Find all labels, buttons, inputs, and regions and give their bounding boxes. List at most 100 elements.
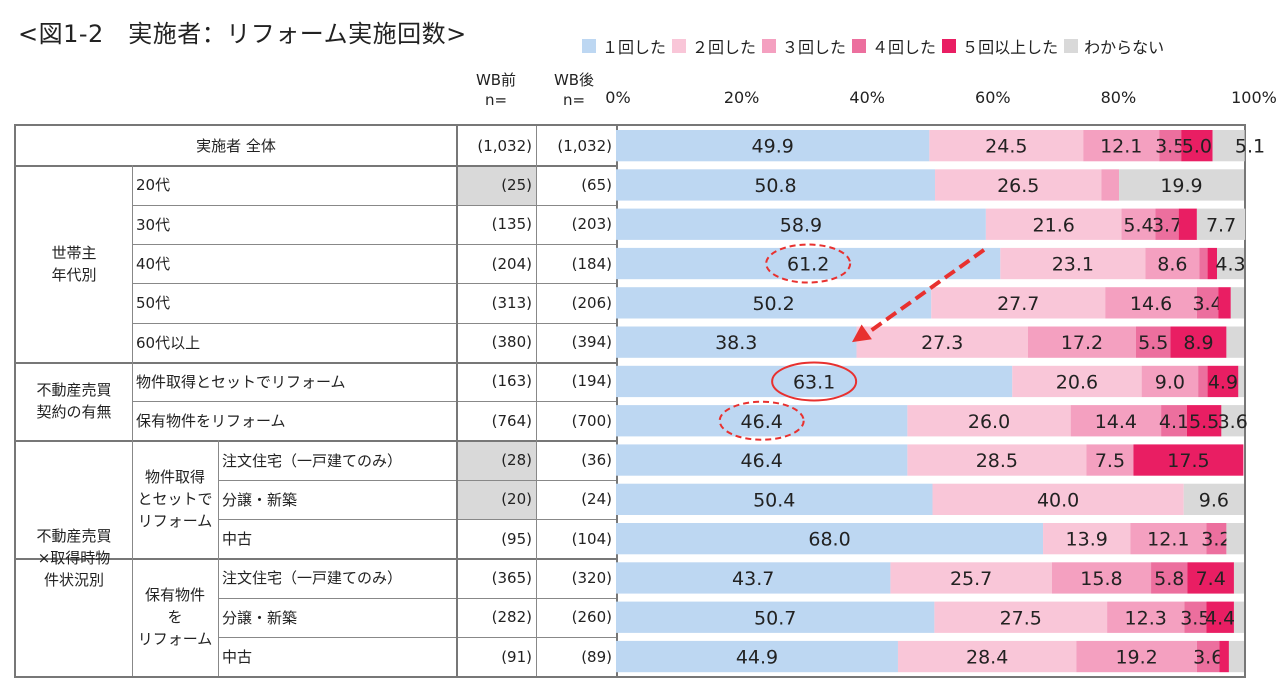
bar-segment: [1135, 326, 1171, 358]
bar-value-label: 50.8: [754, 175, 796, 197]
bar-segment: [1212, 130, 1245, 162]
n-after-value: (184): [571, 254, 612, 273]
bar-segment: [1207, 365, 1239, 398]
row-divider: [132, 401, 456, 403]
bar-value-label: 46.4: [741, 411, 783, 433]
row-divider: [132, 204, 456, 206]
bar-value-label: 3.2: [1201, 529, 1231, 551]
group-label-line: 件状況別: [43, 571, 104, 590]
col-divider: [132, 165, 133, 676]
legend-item: ２回した: [672, 34, 756, 58]
n-after-value: (36): [581, 451, 612, 470]
bar-segment: [1219, 640, 1229, 673]
n-before-value: (764): [491, 411, 532, 430]
row-label: 注文住宅（一戸建てのみ）: [222, 569, 403, 588]
row-divider: [218, 636, 456, 638]
n-before-value: (313): [491, 293, 532, 312]
n-after-value: (1,032): [557, 136, 612, 155]
n-before-value: (282): [491, 608, 532, 627]
n-before-value: (95): [501, 529, 532, 548]
legend-swatch: [672, 39, 687, 53]
n-after-value: (700): [571, 411, 612, 430]
bar-segment: [616, 287, 932, 319]
bar-segment: [616, 640, 898, 673]
legend-swatch: [1064, 39, 1079, 53]
n-before-value: (163): [491, 372, 532, 391]
n-after-value: (206): [571, 293, 612, 312]
chart-legend: １回した ２回した ３回した ４回した ５回以上した わからない: [582, 34, 1164, 58]
bar-segment: [1196, 287, 1219, 319]
legend-item: わからない: [1064, 34, 1164, 58]
bar-segment: [1107, 601, 1185, 633]
bar-segment: [907, 405, 1071, 437]
bar-segment: [1198, 365, 1208, 398]
bar-segment: [616, 405, 908, 437]
row-divider: [16, 440, 456, 443]
bar-segment: [1178, 208, 1197, 240]
bar-segment: [1238, 365, 1244, 398]
n-before-value: (135): [491, 215, 532, 234]
bar-value-label: 23.1: [1052, 254, 1094, 276]
legend-swatch: [852, 39, 867, 53]
bar-value-label: 8.6: [1157, 254, 1187, 276]
bar-value-label: 25.7: [950, 568, 992, 590]
n-before-value: (91): [501, 647, 532, 666]
bar-value-label: 5.8: [1154, 568, 1184, 590]
bar-segment: [1121, 208, 1156, 240]
bar-value-label: 3.4: [1192, 293, 1222, 315]
group-label: 保有物件をリフォーム: [132, 558, 218, 676]
n-before-value: (365): [491, 568, 532, 587]
bar-segment: [1228, 640, 1244, 673]
group-label-line: 物件取得: [144, 468, 205, 487]
col-divider: [616, 126, 618, 676]
bar-segment: [934, 601, 1108, 633]
highlight-circle: [718, 400, 805, 441]
n-before-value: (25): [501, 175, 532, 194]
small-sample-shade: [456, 479, 536, 519]
col-divider: [456, 126, 458, 676]
bar-segment: [1133, 444, 1244, 476]
x-tick-label: 40%: [849, 88, 885, 107]
bar-value-label: 50.7: [754, 607, 796, 629]
n-before-value: (1,032): [477, 136, 532, 155]
n-before-value: (20): [501, 490, 532, 509]
bar-value-label: 9.0: [1155, 371, 1185, 393]
n-after-value: (394): [571, 333, 612, 352]
bar-segment: [929, 130, 1084, 162]
legend-label: １回した: [602, 38, 667, 57]
bar-value-label: 68.0: [808, 529, 850, 551]
legend-item: １回した: [582, 34, 666, 58]
bar-value-label: 3.5: [1180, 607, 1210, 629]
row-label: 40代: [136, 255, 171, 274]
bar-segment: [1184, 601, 1207, 633]
group-label-line: 不動産売買: [36, 381, 112, 400]
bar-segment: [616, 208, 986, 240]
bar-segment: [1083, 130, 1160, 162]
wb-before-header: WB前 n=: [462, 70, 530, 110]
bar-segment: [1221, 405, 1244, 437]
bar-segment: [1119, 169, 1244, 201]
highlight-circle: [771, 361, 858, 402]
bar-value-label: 13.9: [1066, 529, 1108, 551]
x-tick-label: 0%: [605, 88, 631, 107]
bar-segment: [935, 169, 1102, 201]
group-label: 不動産売買 契約の有無: [16, 362, 132, 441]
bar-value-label: 3.6: [1218, 411, 1248, 433]
bar-segment: [1226, 326, 1244, 358]
group-label-line: 世帯主: [51, 243, 97, 262]
bar-value-label: 19.2: [1115, 647, 1157, 669]
bar-value-label: 9.6: [1199, 489, 1229, 511]
bar-segment: [907, 444, 1087, 476]
group-label: 物件取得 とセットで リフォーム: [132, 440, 218, 558]
bar-value-label: 49.9: [752, 136, 794, 158]
bar-segment: [1076, 640, 1197, 673]
bar-value-label: 14.4: [1095, 411, 1137, 433]
bar-value-label: 27.7: [997, 293, 1039, 315]
bar-value-label: 3.7: [1152, 214, 1182, 236]
bar-segment: [1216, 247, 1244, 280]
bar-segment: [1159, 130, 1182, 162]
n-before-value: (380): [491, 333, 532, 352]
bar-value-label: 61.2: [787, 254, 829, 276]
bar-value-label: 58.9: [780, 214, 822, 236]
row-label: 30代: [136, 215, 171, 234]
